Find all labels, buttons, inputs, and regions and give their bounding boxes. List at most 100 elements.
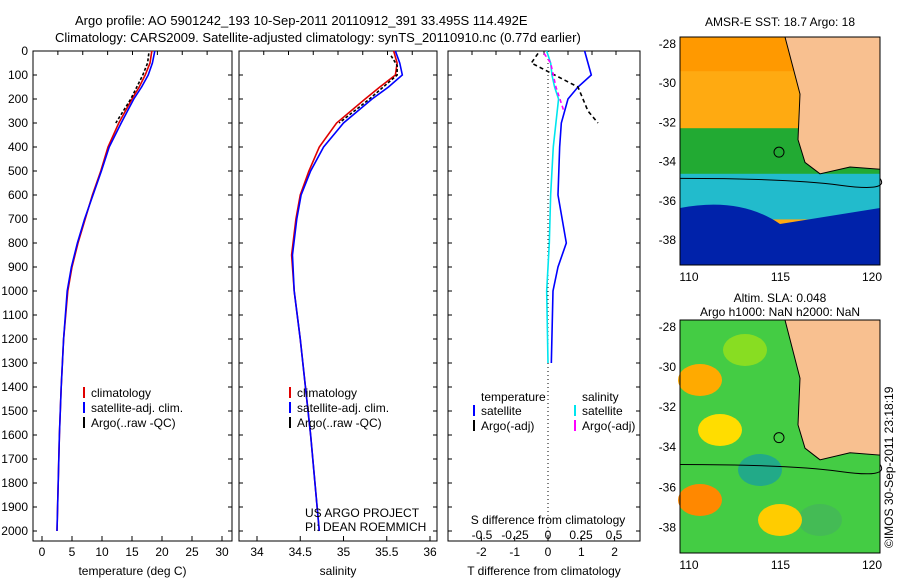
satellite-adj-clim-line (291, 50, 404, 532)
y-tick-label: 1100 (2, 308, 28, 322)
legend-label: climatology (297, 386, 357, 400)
lat-label: -28 (659, 37, 677, 51)
legend-swatch (289, 402, 291, 413)
s-tick-label: 0.25 (569, 528, 593, 542)
s-tick-label: -0.25 (501, 528, 529, 542)
s-argo-line (543, 52, 565, 112)
s-tick-label: 0.5 (606, 528, 623, 542)
map-frame (679, 36, 881, 266)
x-axis-label: temperature (deg C) (78, 564, 186, 578)
y-tick-label: 200 (8, 92, 28, 106)
lat-label: -36 (659, 480, 677, 494)
y-tick-label: 700 (8, 212, 28, 226)
x-tick-label: 5 (69, 545, 76, 559)
t-satellite-line (550, 50, 593, 364)
legend-label: Argo(-adj) (582, 419, 635, 433)
lat-label: -32 (659, 400, 677, 414)
map1-title: AMSR-E SST: 18.7 Argo: 18 (705, 15, 855, 29)
x-tick-label: 1 (578, 545, 585, 559)
x-tick-label: 34 (250, 545, 264, 559)
title-line-2: Climatology: CARS2009. Satellite-adjuste… (55, 30, 581, 45)
argo-line (338, 55, 398, 124)
map2-title-2: Argo h1000: NaN h2000: NaN (700, 305, 860, 319)
legend-swatch (83, 402, 85, 413)
lon-label: 110 (679, 270, 698, 284)
sst-map: -28 -30 -32 -34 -36 -38 110 115 120 (659, 36, 882, 284)
x-tick-label: 10 (95, 545, 109, 559)
y-tick-label: 1800 (1, 476, 28, 490)
x-tick-label: 0 (545, 545, 552, 559)
x-tick-label: 35.5 (375, 545, 399, 559)
x-tick-label: 30 (215, 545, 229, 559)
legend-swatch (83, 387, 85, 398)
argo-line (115, 53, 150, 124)
lon-label: 120 (862, 270, 882, 284)
y-tick-label: 0 (21, 44, 28, 58)
lat-label: -32 (659, 115, 677, 129)
legend-swatch (289, 387, 291, 398)
sla-blob (758, 504, 802, 536)
sla-map: -28 -30 -32 -34 -36 -38 110 115 120 (659, 319, 883, 572)
sla-blob (678, 484, 722, 516)
argo-location-marker (773, 432, 785, 444)
legend-swatch (83, 417, 85, 428)
s-tick-label: 0 (545, 528, 552, 542)
lon-label: 115 (771, 270, 790, 284)
project-label: US ARGO PROJECT (305, 506, 420, 520)
map-frame (679, 319, 881, 554)
y-tick-label: 2000 (1, 524, 28, 538)
s-axis-label: S difference from climatology (471, 513, 626, 527)
x-tick-label: 34.5 (289, 545, 313, 559)
legend-swatch (574, 405, 576, 416)
sla-blob (698, 414, 742, 446)
lat-label: -28 (659, 320, 677, 334)
panel-frame (447, 50, 641, 542)
sla-blob (798, 504, 842, 536)
x-tick-label: -2 (476, 545, 487, 559)
t-argo-line (530, 52, 599, 124)
y-tick-label: 400 (8, 140, 28, 154)
y-tick-label: 1900 (1, 500, 28, 514)
x-axis-label: T difference from climatology (467, 564, 621, 578)
lat-label: -38 (659, 520, 677, 534)
legend-label: satellite-adj. clim. (297, 401, 389, 415)
lat-label: -30 (659, 360, 677, 374)
climatology-line (56, 50, 153, 532)
x-axis-label: salinity (320, 564, 357, 578)
depth-contour (679, 463, 883, 475)
x-tick-label: -1 (509, 545, 520, 559)
lon-label: 120 (862, 558, 882, 572)
y-tick-label: 1000 (1, 284, 28, 298)
sla-blob (723, 334, 767, 366)
y-tick-label: 500 (8, 164, 28, 178)
lat-label: -34 (659, 440, 677, 454)
pi-label: PI: DEAN ROEMMICH (305, 520, 426, 534)
legend-swatch (289, 417, 291, 428)
y-tick-label: 1500 (1, 404, 28, 418)
x-tick-label: 2 (611, 545, 618, 559)
x-tick-label: 25 (185, 545, 199, 559)
legend-swatch (473, 420, 475, 431)
y-tick-label: 1600 (1, 428, 28, 442)
y-tick-label: 800 (8, 236, 28, 250)
title-line-1: Argo profile: AO 5901242_193 10-Sep-2011… (75, 13, 528, 28)
sla-blob (678, 364, 722, 396)
legend-label: Argo(..raw -QC) (91, 416, 176, 430)
legend-title-temperature: temperature (481, 390, 546, 404)
legend-label: climatology (91, 386, 151, 400)
legend-title-salinity: salinity (582, 390, 619, 404)
legend-label: satellite-adj. clim. (91, 401, 183, 415)
legend-label: Argo(..raw -QC) (297, 416, 382, 430)
lat-label: -30 (659, 76, 677, 90)
x-tick-label: 0 (39, 545, 46, 559)
legend-swatch (574, 420, 576, 431)
lon-label: 110 (679, 558, 698, 572)
y-tick-label: 1200 (1, 332, 28, 346)
y-tick-label: 600 (8, 188, 28, 202)
x-tick-label: 36 (423, 545, 437, 559)
legend-label: satellite (481, 404, 522, 418)
x-tick-label: 20 (155, 545, 169, 559)
panel-frame (32, 50, 233, 542)
legend-swatch (473, 405, 475, 416)
